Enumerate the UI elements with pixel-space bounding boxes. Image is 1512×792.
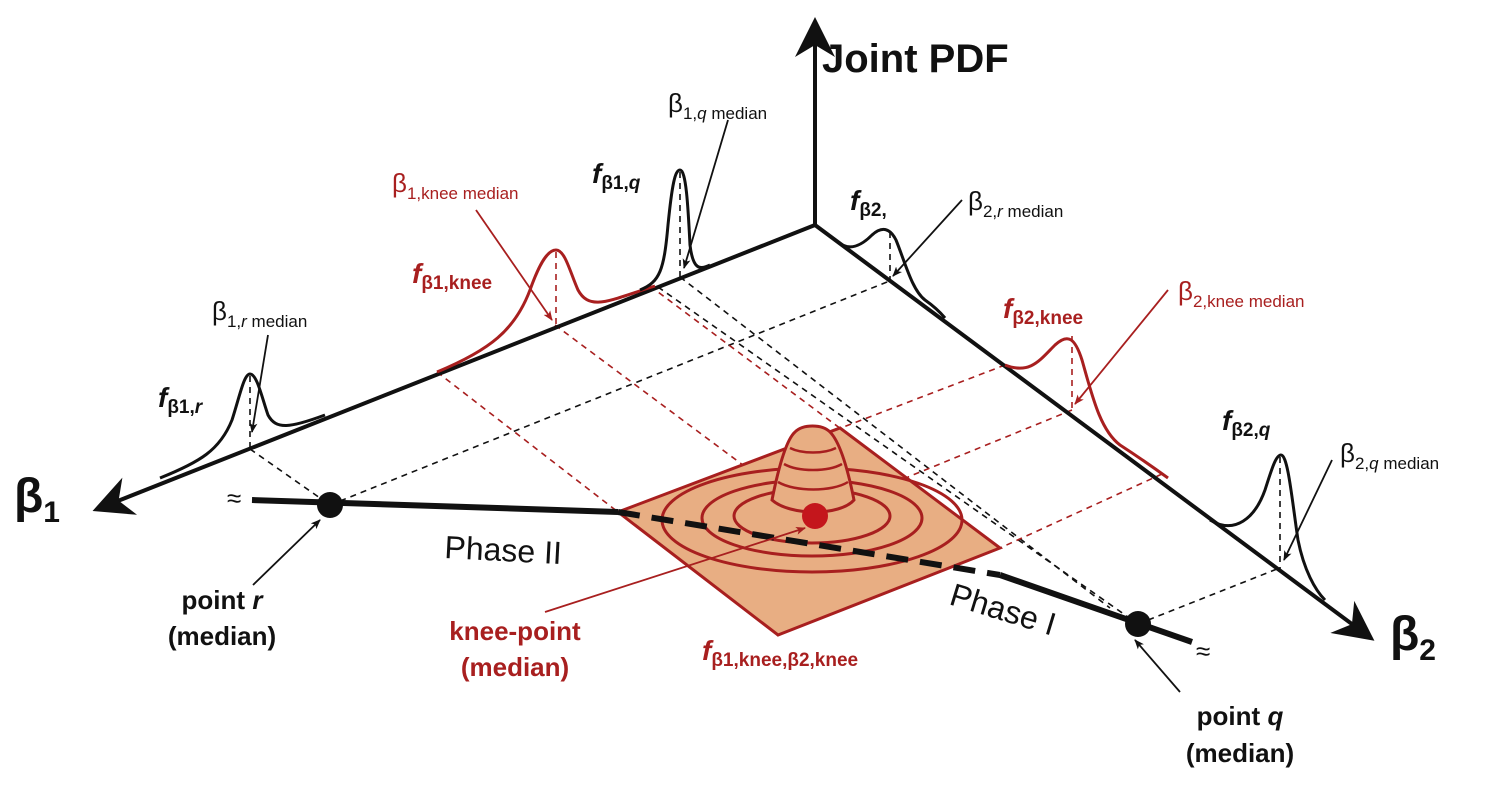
f-b2-r-label: fβ2, [850,185,887,221]
phase-ii-segment [251,497,619,515]
dashed-segment [617,509,1001,578]
pdf-curve-b2-knee [1004,337,1169,480]
knee-point-median-label: (median) [461,652,569,682]
phase-i-segment [999,572,1193,645]
knee-point-dot [802,503,828,529]
break-mark-right: ≈ [1196,636,1210,666]
beta1-axis [92,223,816,515]
pdf-curve-b1-knee [436,248,656,374]
joint-pdf-axis-label: Joint PDF [822,37,1009,81]
b1-knee-median-label: β1,knee median [392,168,519,203]
f-b1-q-label: fβ1,q [592,158,641,194]
beta1-axis-label: β1 [14,470,60,529]
b2-q-median-label: β2,q median [1340,438,1439,473]
trend-line [251,497,1193,645]
marginal-pdfs-beta2 [837,227,1327,602]
pdf-curve-b1-r [159,372,326,480]
pointer-arrows [249,119,1333,693]
point-r-median-label: (median) [168,621,276,651]
f-joint-label: fβ1,knee,β2,knee [702,635,858,671]
point-q-median-label: (median) [1186,738,1294,768]
b2-knee-median-label: β2,knee median [1178,276,1305,311]
pdf-curve-b2-r [837,227,947,319]
point-q-label: point q [1197,701,1284,731]
b1-q-median-label: β1,q median [668,88,767,123]
peak-rings [777,446,849,491]
beta2-axis [813,223,1375,641]
knee-point-label: knee-point [449,616,581,646]
pdf-curve-b2-q [1209,453,1327,602]
phase-ii-label: Phase II [444,529,563,571]
b1-r-median-label: β1,r median [212,296,307,331]
f-b1-knee-label: fβ1,knee [412,258,492,294]
point-q-dot [1125,611,1151,637]
f-b2-knee-label: fβ2,knee [1003,293,1083,329]
b2-r-median-label: β2,r median [968,186,1063,221]
point-r-dot [317,492,343,518]
joint-pdf [614,424,1004,637]
projection-lines-black [249,276,1278,625]
marginal-pdfs-beta1 [159,168,711,480]
pdf-curve-b1-q [639,168,711,292]
f-b2-q-label: fβ2,q [1222,405,1271,441]
break-mark-left: ≈ [227,483,241,513]
point-r-label: point r [182,585,265,615]
axes [92,17,1375,641]
phase-i-label: Phase I [946,576,1060,642]
f-b1-r-label: fβ1,r [158,382,204,418]
beta2-axis-label: β2 [1390,608,1436,667]
median-verticals [249,172,1281,569]
